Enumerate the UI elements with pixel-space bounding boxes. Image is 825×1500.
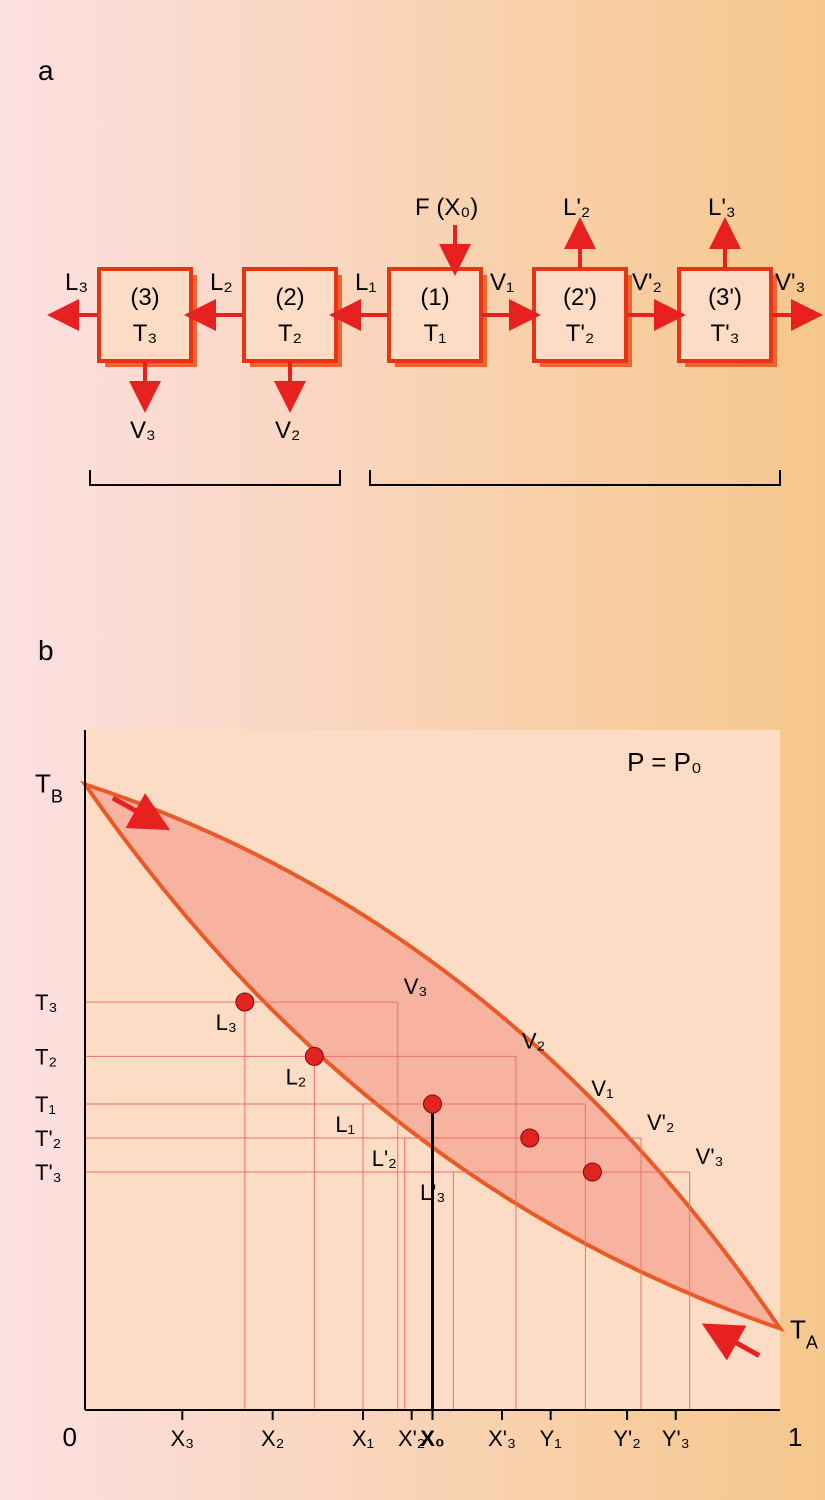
flow-label: V'₃	[775, 269, 805, 296]
panel-label-b: b	[38, 635, 54, 666]
tie-point-p2	[305, 1047, 323, 1065]
x-tick-label: X'₃	[488, 1426, 516, 1451]
box-bot-label: T₁	[424, 320, 447, 347]
flow-label: L₃	[65, 269, 88, 296]
box-top-label: (2)	[275, 284, 304, 311]
box-top-label: (2')	[563, 284, 597, 311]
x-axis-zero: 0	[63, 1422, 77, 1452]
vaporus-label: V'₃	[696, 1144, 724, 1169]
stage-box-b1	[389, 269, 481, 361]
box-top-label: (1)	[420, 284, 449, 311]
stage-box-b2p	[534, 269, 626, 361]
stage-box-b2	[244, 269, 336, 361]
flow-label: L'₃	[708, 194, 736, 221]
x-tick-label: Y₁	[540, 1426, 562, 1451]
x-tick-label: Y'₂	[613, 1426, 640, 1451]
box-bot-label: T'₂	[566, 320, 595, 347]
x-tick-label: X₂	[261, 1426, 284, 1451]
y-tick-label: T'₃	[35, 1160, 62, 1185]
liquidus-label: L'₂	[372, 1146, 397, 1171]
flow-label: L'₂	[563, 194, 590, 221]
box-top-label: (3)	[130, 284, 159, 311]
y-tick-label: T₃	[35, 990, 57, 1015]
x-tick-label: X₀	[420, 1426, 445, 1451]
liquidus-label: L₂	[286, 1064, 307, 1089]
vaporus-label: V₃	[404, 974, 428, 999]
stage-box-b3	[99, 269, 191, 361]
vaporus-label: V'₂	[647, 1110, 674, 1135]
flow-label: F (X₀)	[415, 194, 478, 221]
flow-label: V'₂	[632, 269, 662, 296]
flow-label: L₂	[210, 269, 233, 296]
box-bot-label: T'₃	[710, 320, 739, 347]
box-top-label: (3')	[708, 284, 742, 311]
panel-label-a: a	[38, 55, 54, 86]
tie-point-p1	[424, 1095, 442, 1113]
x-tick-label: X₁	[352, 1426, 374, 1451]
pressure-label: P = P₀	[627, 747, 702, 777]
box-bot-label: T₂	[278, 320, 302, 347]
x-axis-one: 1	[788, 1422, 802, 1452]
stage-box-b3p	[679, 269, 771, 361]
box-bot-label: T₃	[133, 320, 157, 347]
y-tick-label: T₂	[35, 1044, 57, 1069]
tie-point-p3	[236, 993, 254, 1011]
x-tick-label: X₃	[170, 1426, 194, 1451]
tie-point-p3p	[583, 1163, 601, 1181]
panel-b-phase-diagram: T₃L₃V₃T₂L₂V₂T₁L₁V₁T'₂L'₂V'₂T'₃L'₃V'₃X₃X₂…	[35, 730, 818, 1452]
flow-label: V₁	[490, 269, 514, 296]
y-tick-label: T₁	[35, 1092, 56, 1117]
flow-label: V₃	[130, 417, 156, 444]
vaporus-label: V₂	[522, 1028, 545, 1053]
flow-label: L₁	[355, 269, 376, 296]
flow-label: V₂	[275, 417, 300, 444]
vaporus-label: V₁	[591, 1076, 613, 1101]
liquidus-label: L₃	[216, 1010, 237, 1035]
liquidus-label: L₁	[335, 1112, 355, 1137]
y-tick-label: T'₂	[35, 1126, 61, 1151]
x-tick-label: Y'₃	[662, 1426, 690, 1451]
tie-point-p2p	[521, 1129, 539, 1147]
